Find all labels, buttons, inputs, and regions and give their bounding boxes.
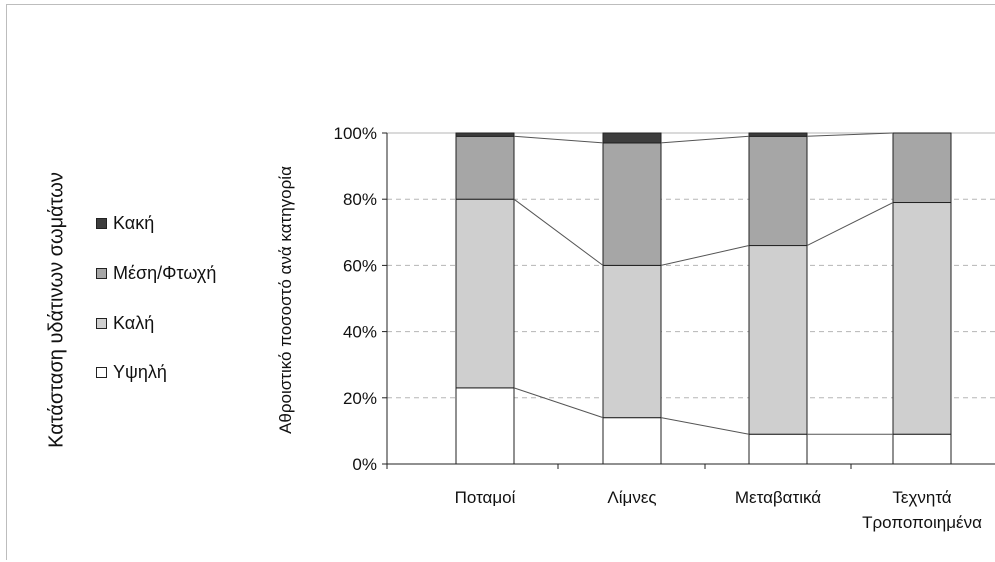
series-connector-line [660, 245, 750, 266]
legend-swatch-kaki [96, 218, 107, 229]
x-category-label: Τροποποιημένα [862, 513, 982, 532]
bar-segment-1-3 [748, 433, 808, 465]
series-connector-line [660, 135, 750, 144]
bar-segment-1-1 [455, 387, 515, 465]
bar-segment-2-1 [455, 198, 515, 389]
y-tick-label: 40% [343, 323, 377, 342]
legend-item-kali: Καλή [96, 313, 154, 334]
legend-swatch-mesi-ftoxi [96, 268, 107, 279]
legend-label-mesi-ftoxi: Μέση/Φτωχή [113, 263, 217, 283]
series-connector-line [513, 135, 604, 144]
bar-segment-2-4 [892, 202, 952, 435]
series-connector-line [513, 387, 604, 419]
bar-segment-4-3 [748, 132, 808, 137]
legend-item-mesi-ftoxi: Μέση/Φτωχή [96, 263, 216, 284]
bar-segment-3-3 [748, 135, 808, 247]
x-category-label: Λίμνες [607, 488, 656, 507]
bar-segment-4-2 [602, 132, 662, 144]
bar-segment-3-2 [602, 142, 662, 266]
bar-segment-4-1 [455, 132, 515, 137]
legend-label-kaki: Κακή [113, 213, 155, 233]
legend-label-kali: Καλή [113, 313, 155, 333]
legend-item-ypsili: Υψηλή [96, 362, 167, 383]
y-tick-label: 100% [334, 124, 377, 143]
y-tick-label: 60% [343, 256, 377, 275]
x-category-label: Ποταμοί [455, 488, 516, 507]
x-category-label: Τεχνητά [892, 488, 951, 507]
legend-label-ypsili: Υψηλή [113, 362, 167, 382]
legend-swatch-kali [96, 318, 107, 329]
bar-segment-1-4 [892, 433, 952, 465]
bar-segment-1-2 [602, 417, 662, 465]
bar-segment-3-1 [455, 135, 515, 200]
series-connector-line [806, 202, 894, 246]
y-tick-label: 0% [352, 455, 377, 474]
bar-segment-2-2 [602, 264, 662, 419]
legend-swatch-ypsili [96, 367, 107, 378]
bar-segment-3-4 [892, 132, 952, 204]
series-connector-line [513, 198, 604, 266]
y-tick-label: 80% [343, 190, 377, 209]
y-tick-label: 20% [343, 389, 377, 408]
legend-item-kaki: Κακή [96, 213, 154, 234]
bar-segment-2-3 [748, 245, 808, 435]
chart-frame [6, 4, 995, 560]
series-connector-line [660, 417, 750, 435]
series-connector-line [806, 132, 894, 137]
x-category-label: Μεταβατικά [735, 488, 821, 507]
